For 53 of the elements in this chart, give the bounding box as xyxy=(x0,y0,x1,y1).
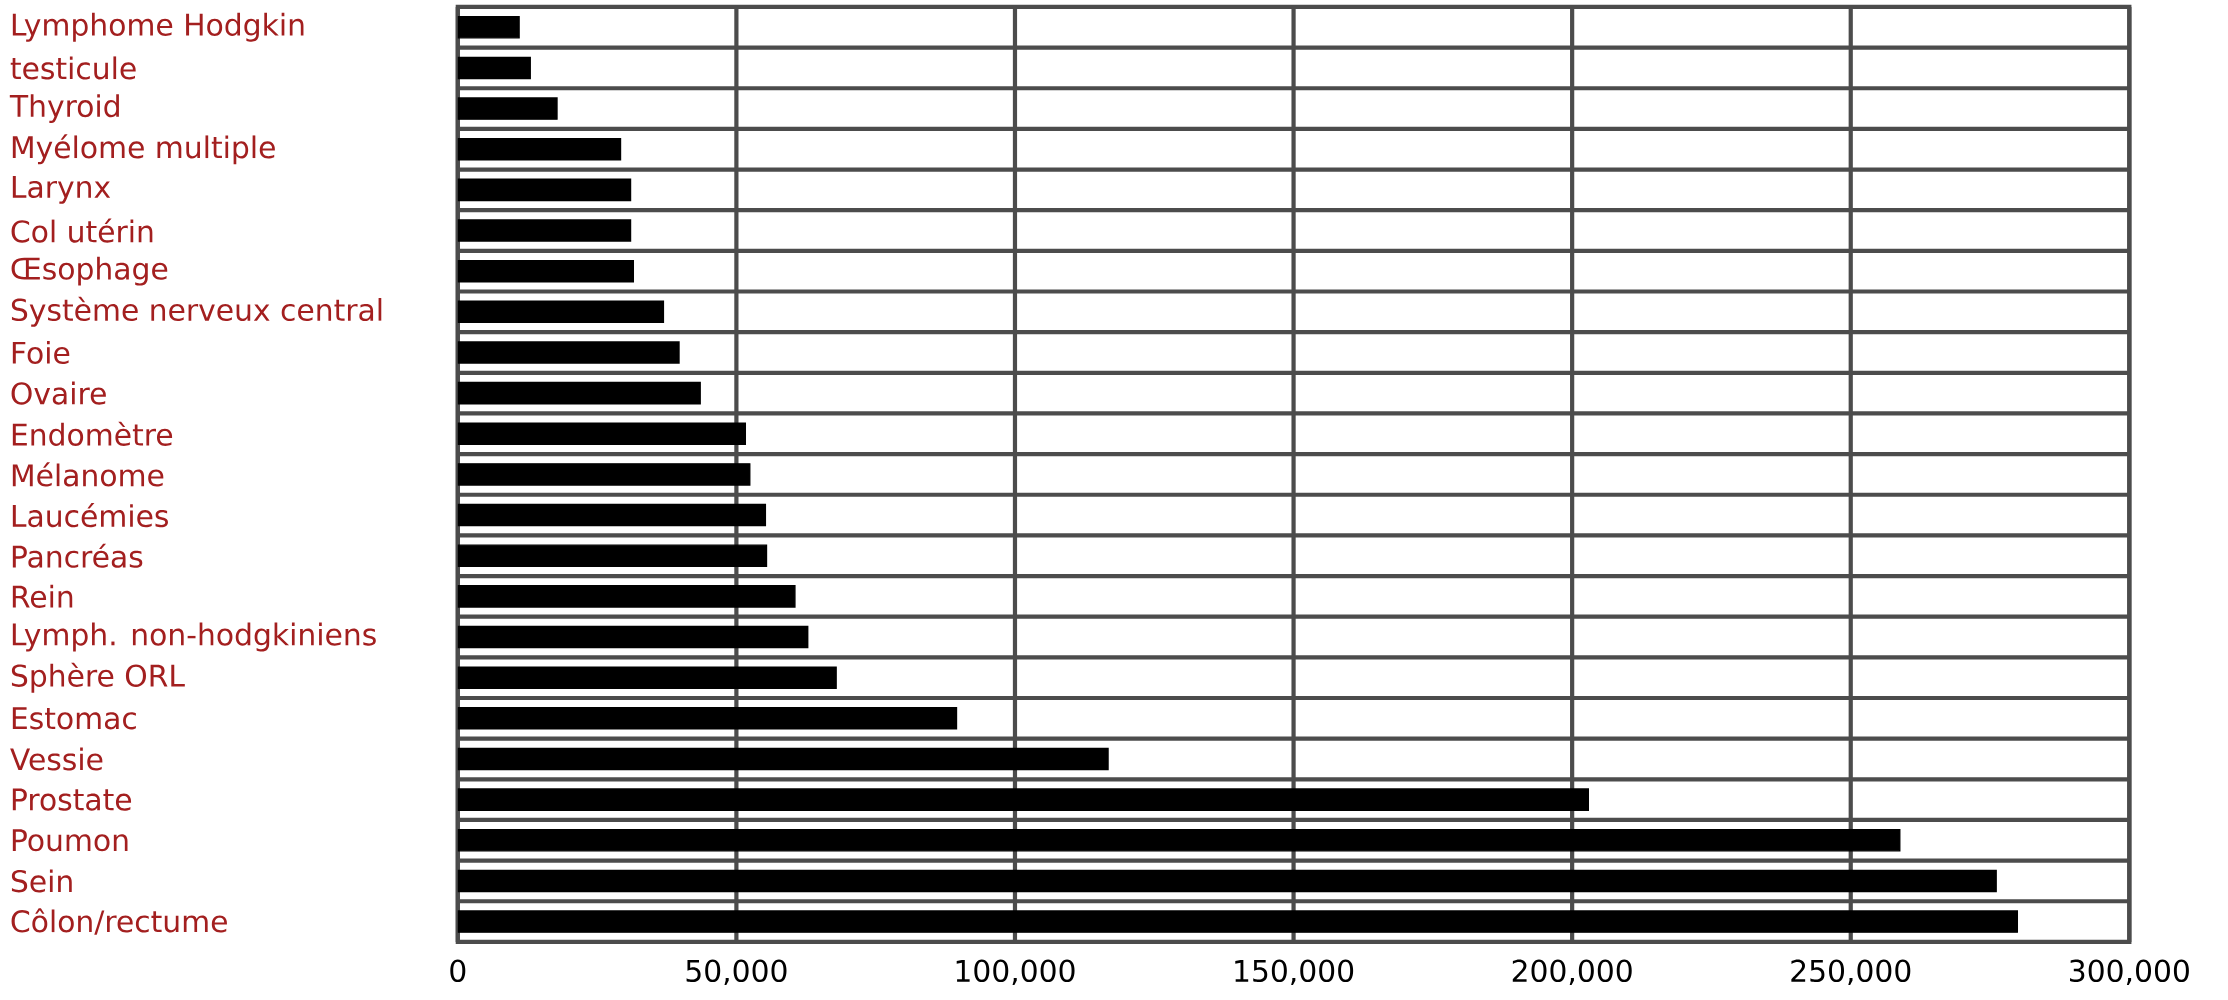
x-tick-label: 0 xyxy=(450,959,466,983)
y-tick-label: Estomac xyxy=(12,707,136,730)
y-tick-label: Mélanome xyxy=(12,462,164,487)
bar xyxy=(457,138,622,161)
bar xyxy=(457,788,1590,812)
y-tick-label: Thyroid xyxy=(9,94,119,124)
x-tick-label: 250,000 xyxy=(1791,959,1911,986)
bar xyxy=(457,16,520,39)
y-tick-label: Myélome multiple xyxy=(12,134,275,165)
y-tick-label: Col utérin xyxy=(11,218,153,243)
bar xyxy=(457,178,632,202)
bar xyxy=(457,625,809,649)
y-tick-label: testicule xyxy=(10,56,136,80)
y-tick-label: Laucémies xyxy=(12,503,168,528)
bar xyxy=(457,260,635,283)
bar xyxy=(457,97,558,120)
bar xyxy=(457,56,531,80)
bar xyxy=(457,707,958,730)
x-tick-label: 150,000 xyxy=(1235,959,1354,986)
y-tick-label: Œsophage xyxy=(11,256,168,286)
y-tick-label: Lymphome Hodgkin xyxy=(12,13,304,42)
bar xyxy=(457,463,751,486)
bar xyxy=(457,382,701,405)
x-tick-label: 200,000 xyxy=(1512,959,1632,986)
bar xyxy=(457,341,680,364)
y-tick-label: Sein xyxy=(11,869,72,893)
y-tick-label: Prostate xyxy=(12,788,132,811)
y-tick-label: Vessie xyxy=(10,747,103,771)
bar xyxy=(457,666,837,690)
bar xyxy=(457,829,1901,852)
y-tick-label: Endomètre xyxy=(12,421,173,447)
bar xyxy=(457,422,747,446)
bar xyxy=(457,503,767,527)
bar xyxy=(457,300,665,324)
bar xyxy=(457,747,1109,771)
x-tick-label: 300,000 xyxy=(2070,959,2189,986)
bar xyxy=(457,869,1997,893)
bar xyxy=(457,544,768,568)
y-tick-label: Sphère ORL xyxy=(11,662,185,693)
y-tick-label: Foie xyxy=(12,341,70,365)
y-tick-label: Côlon/rectume xyxy=(11,908,227,935)
y-tick-label: Poumon xyxy=(12,829,128,852)
y-tick-label: Ovaire xyxy=(11,381,106,405)
y-tick-label: Rein xyxy=(12,584,73,609)
y-tick-label: Larynx xyxy=(12,176,111,204)
x-tick-label: 50,000 xyxy=(686,959,787,986)
x-tick-label: 100,000 xyxy=(956,959,1075,986)
y-tick-label: Pancréas xyxy=(12,543,143,569)
bar xyxy=(457,585,796,608)
y-tick-label: Système nerveux central xyxy=(11,297,382,327)
bar xyxy=(457,910,2019,933)
bar xyxy=(457,219,632,242)
y-tick-label: Lymph. non-hodgkiniens xyxy=(12,622,376,652)
